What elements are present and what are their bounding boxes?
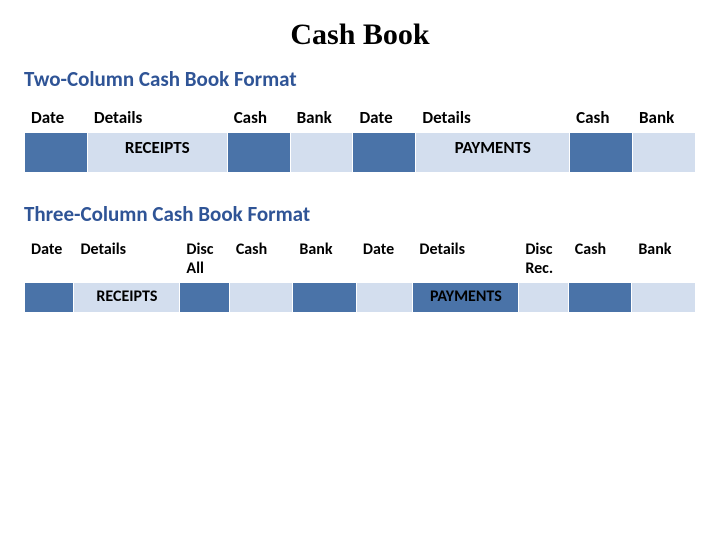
table-header-row: Date Details Disc All Cash Bank Date Det… (25, 238, 696, 283)
cell (25, 133, 88, 173)
cell (356, 283, 413, 313)
cell (519, 283, 568, 313)
col-cash-right: Cash (570, 103, 633, 133)
col-date-left: Date (25, 103, 88, 133)
col-bank-right: Bank (632, 238, 696, 283)
cell (632, 283, 696, 313)
table-section-row: RECEIPTS PAYMENTS (25, 133, 696, 173)
payments-label: PAYMENTS (413, 283, 519, 313)
table-section-row: RECEIPTS PAYMENTS (25, 283, 696, 313)
col-details-left: Details (74, 238, 180, 283)
three-column-table: Date Details Disc All Cash Bank Date Det… (24, 237, 696, 313)
col-details-left: Details (87, 103, 227, 133)
cell (293, 283, 357, 313)
col-bank-left: Bank (293, 238, 357, 283)
col-cash-left: Cash (229, 238, 293, 283)
cell (229, 283, 293, 313)
table-header-row: Date Details Cash Bank Date Details Cash… (25, 103, 696, 133)
cell (570, 133, 633, 173)
cell (227, 133, 290, 173)
receipts-label: RECEIPTS (87, 133, 227, 173)
col-cash-left: Cash (227, 103, 290, 133)
col-disc-rec: Disc Rec. (519, 238, 568, 283)
two-column-table: Date Details Cash Bank Date Details Cash… (24, 102, 696, 173)
cell (568, 283, 632, 313)
cell (633, 133, 696, 173)
col-bank-right: Bank (633, 103, 696, 133)
three-column-heading: Three-Column Cash Book Format (24, 201, 696, 227)
receipts-label: RECEIPTS (74, 283, 180, 313)
col-cash-right: Cash (568, 238, 632, 283)
col-date-left: Date (25, 238, 74, 283)
cell (25, 283, 74, 313)
col-date-right: Date (353, 103, 416, 133)
payments-label: PAYMENTS (416, 133, 570, 173)
col-bank-left: Bank (290, 103, 353, 133)
page-title: Cash Book (24, 18, 696, 52)
cell (180, 283, 229, 313)
two-column-heading: Two-Column Cash Book Format (24, 66, 696, 92)
col-disc-all: Disc All (180, 238, 229, 283)
col-details-right: Details (413, 238, 519, 283)
col-date-right: Date (356, 238, 413, 283)
cell (290, 133, 353, 173)
col-details-right: Details (416, 103, 570, 133)
cell (353, 133, 416, 173)
